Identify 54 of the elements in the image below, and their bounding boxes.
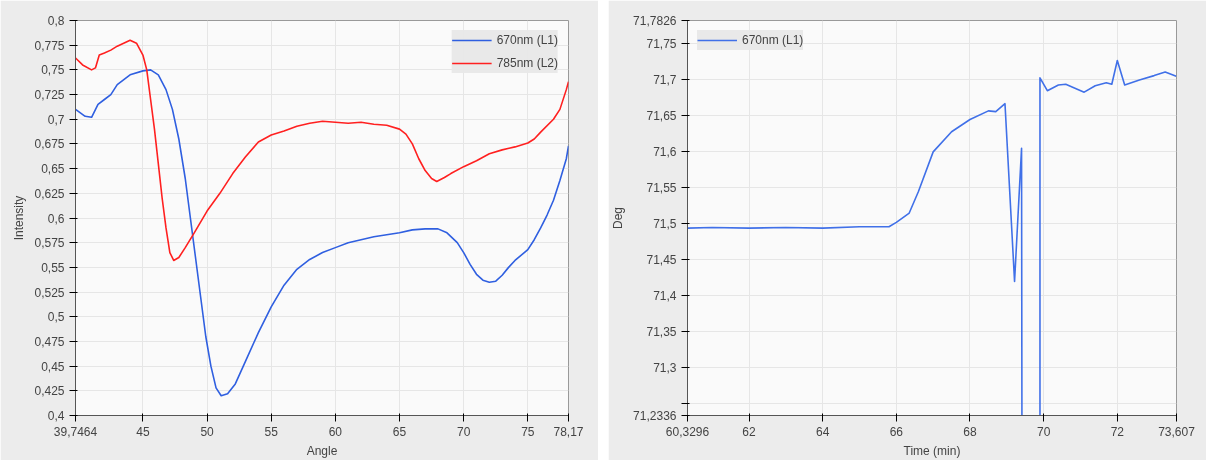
y-tick-label: 71,75	[646, 37, 677, 52]
y-tick-label: 71,65	[646, 109, 677, 124]
y-tick-label: 0,625	[34, 186, 65, 201]
y-tick-label: 71,35	[646, 325, 677, 340]
y-tick-label: 0,55	[41, 260, 65, 275]
y-tick-label: 0,725	[34, 88, 65, 103]
x-tick-label: 60,3296	[665, 424, 710, 439]
x-tick-label: 70	[1036, 424, 1051, 439]
y-tick-label: 71,55	[646, 181, 677, 196]
y-tick-label: 0,5	[47, 310, 65, 325]
x-tick-label: 68	[963, 424, 977, 439]
x-tick-label: 60	[328, 424, 343, 439]
y-tick-label: 0,575	[34, 236, 65, 251]
x-tick-label: 75	[521, 424, 535, 439]
y-tick-label: 0,45	[41, 359, 65, 374]
y-tick-label: 0,75	[41, 63, 65, 78]
y-tick-label: 71,5	[653, 217, 677, 232]
y-tick-label: 0,525	[34, 285, 65, 300]
y-tick-label: 71,2336	[633, 409, 677, 423]
y-tick-label: 0,775	[34, 38, 65, 53]
legend-label: 670nm (L1)	[742, 33, 804, 47]
y-tick-label: 0,4	[47, 409, 65, 423]
x-tick-label: 39,7464	[53, 424, 98, 439]
x-axis-title: Time (min)	[903, 443, 961, 458]
x-tick-label: 72	[1110, 424, 1125, 439]
x-tick-label: 50	[200, 424, 215, 439]
y-tick-label: 71,6	[653, 145, 677, 160]
y-axis-title: Intensity	[12, 195, 27, 241]
y-tick-label: 71,7826	[633, 14, 677, 28]
x-tick-label: 65	[392, 424, 407, 439]
x-tick-label: 73,607	[1158, 424, 1196, 439]
x-tick-label: 70	[457, 424, 471, 439]
x-tick-label: 55	[264, 424, 279, 439]
y-tick-label: 0,425	[34, 384, 65, 399]
y-tick-label: 71,7	[653, 73, 677, 88]
y-tick-label: 0,6	[47, 211, 65, 226]
legend-label: 670nm (L1)	[496, 33, 558, 47]
legend-label: 785nm (L2)	[496, 56, 558, 70]
y-axis-title: Deg	[611, 206, 626, 230]
y-tick-label: 71,4	[653, 289, 677, 304]
y-tick-label: 0,8	[47, 14, 65, 28]
line-series	[75, 69, 569, 397]
y-tick-label: 0,7	[47, 112, 65, 127]
y-tick-label: 0,65	[41, 162, 65, 177]
y-tick-label: 0,475	[34, 334, 65, 349]
x-tick-label: 78,17	[553, 424, 584, 439]
x-tick-label: 64	[816, 424, 830, 439]
y-tick-label: 71,45	[646, 253, 677, 268]
x-axis-title: Angle	[306, 443, 338, 458]
x-tick-label: 66	[889, 424, 904, 439]
y-tick-label: 0,675	[34, 137, 65, 152]
x-tick-label: 45	[136, 424, 150, 439]
x-tick-label: 62	[742, 424, 757, 439]
y-tick-label: 71,3	[653, 361, 677, 376]
